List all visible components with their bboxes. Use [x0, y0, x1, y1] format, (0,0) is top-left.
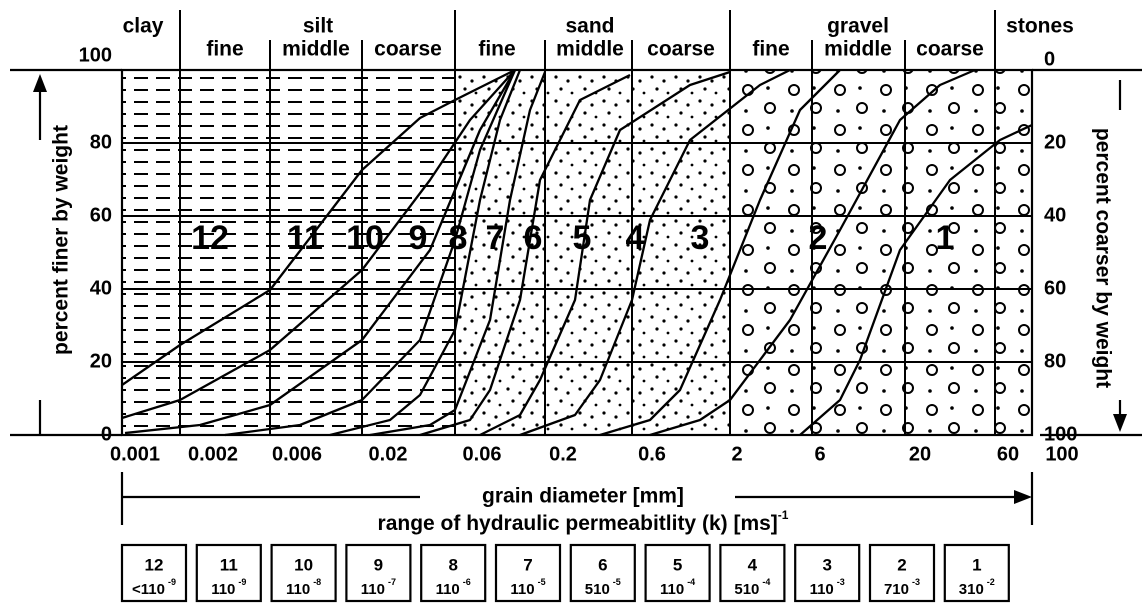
fraction-name: silt	[303, 15, 333, 38]
box-zone: 11	[220, 555, 238, 574]
x-tick-label: 2	[731, 443, 742, 465]
y-tick-label: 0	[101, 423, 112, 445]
box-zone: 7	[523, 555, 532, 574]
x-tick-label: 0.001	[110, 443, 160, 465]
zone-number: 4	[626, 219, 645, 257]
subfraction-name: middle	[824, 38, 892, 61]
y2-tick-label: 0	[1044, 48, 1055, 70]
fraction-name: gravel	[827, 15, 889, 38]
box-exp: -7	[388, 577, 396, 587]
subfraction-name: coarse	[916, 38, 984, 61]
box-value-text: 110	[810, 581, 834, 598]
x-tick-label: 100	[1045, 443, 1078, 465]
fraction-name: sand	[565, 15, 614, 38]
box-zone: 2	[897, 555, 906, 574]
zone-number: 10	[346, 219, 384, 257]
subfraction-name: fine	[752, 38, 789, 61]
x-tick-label: 0.006	[272, 443, 322, 465]
zone-number: 11	[287, 219, 323, 257]
fraction-name: clay	[123, 15, 164, 38]
zone-number: 8	[449, 219, 468, 257]
grain-size-chart: 100 80 60 40 20 0 0 20 40 60 80 100 0.001 0.002 0.006 0…	[0, 0, 1142, 613]
box-exp: -8	[313, 577, 321, 587]
zone-number: 1	[936, 219, 955, 257]
zone-number: 3	[691, 219, 710, 257]
x-tick-label: 0.02	[369, 443, 408, 465]
x-axis-label: grain diameter [mm]	[482, 485, 684, 508]
y-tick-label: 100	[79, 44, 112, 66]
zone-number: 5	[573, 219, 592, 257]
box-exp: -9	[238, 577, 246, 587]
box-zone: 3	[822, 555, 831, 574]
box-zone: 4	[748, 555, 758, 574]
box-zone: 5	[673, 555, 682, 574]
permeability-text: range of hydraulic permeabitlity (k) [ms…	[378, 512, 778, 535]
box-value-text: <110	[132, 581, 165, 598]
y2-tick-label: 40	[1044, 204, 1066, 226]
subfraction-name: fine	[206, 38, 243, 61]
box-value-text: 510	[734, 581, 759, 598]
x-tick-label: 20	[909, 443, 931, 465]
y-tick-label: 80	[90, 131, 112, 153]
box-exp: -4	[762, 577, 770, 587]
zone-number: 6	[524, 219, 543, 257]
subfraction-name: middle	[556, 38, 624, 61]
x-tick-label: 0.6	[638, 443, 666, 465]
zone-number: 7	[486, 219, 505, 257]
box-value-text: 110	[211, 581, 235, 598]
permeability-unit-exp: -1	[778, 508, 789, 522]
box-zone: 12	[145, 555, 164, 574]
box-zone: 6	[598, 555, 607, 574]
box-zone: 8	[448, 555, 457, 574]
subfraction-name: coarse	[374, 38, 442, 61]
box-exp: -3	[837, 577, 845, 587]
box-value-text: 510	[585, 581, 610, 598]
box-exp: -3	[912, 577, 920, 587]
y2-tick-label: 20	[1044, 131, 1066, 153]
x-tick-label: 60	[997, 443, 1019, 465]
box-value-text: 110	[510, 581, 534, 598]
box-zone: 10	[294, 555, 313, 574]
y-tick-label: 60	[90, 204, 112, 226]
box-zone: 9	[374, 555, 383, 574]
box-exp: -5	[613, 577, 621, 587]
x-tick-label: 0.06	[463, 443, 502, 465]
box-exp: -9	[168, 577, 176, 587]
permeability-label: range of hydraulic permeabitlity (k) [ms…	[378, 508, 789, 534]
box-value-text: 110	[286, 581, 310, 598]
subfraction-name: middle	[282, 38, 350, 61]
y2-tick-label: 60	[1044, 277, 1066, 299]
box-zone: 1	[972, 555, 981, 574]
zone-number: 12	[191, 219, 229, 257]
subfraction-name: coarse	[647, 38, 715, 61]
y2-tick-label: 100	[1044, 423, 1077, 445]
y2-axis-label: percent coarser by weight	[1091, 128, 1114, 388]
zone-number: 2	[809, 219, 828, 257]
box-exp: -6	[463, 577, 471, 587]
zone-number: 9	[409, 219, 428, 257]
box-exp: -4	[687, 577, 695, 587]
box-value-text: 310	[959, 581, 984, 598]
x-tick-label: 6	[814, 443, 825, 465]
fraction-name: stones	[1006, 15, 1074, 38]
y-tick-label: 40	[90, 277, 112, 299]
box-value-text: 710	[884, 581, 909, 598]
x-tick-label: 0.2	[549, 443, 577, 465]
box-value-text: 110	[436, 581, 460, 598]
subfraction-name: fine	[478, 38, 515, 61]
x-tick-label: 0.002	[188, 443, 238, 465]
box-value-text: 110	[361, 581, 385, 598]
y-axis-label: percent finer by weight	[50, 125, 73, 355]
y2-tick-label: 80	[1044, 350, 1066, 372]
box-exp: -5	[538, 577, 546, 587]
box-exp: -2	[987, 577, 995, 587]
y-tick-label: 20	[90, 350, 112, 372]
box-value-text: 110	[660, 581, 684, 598]
